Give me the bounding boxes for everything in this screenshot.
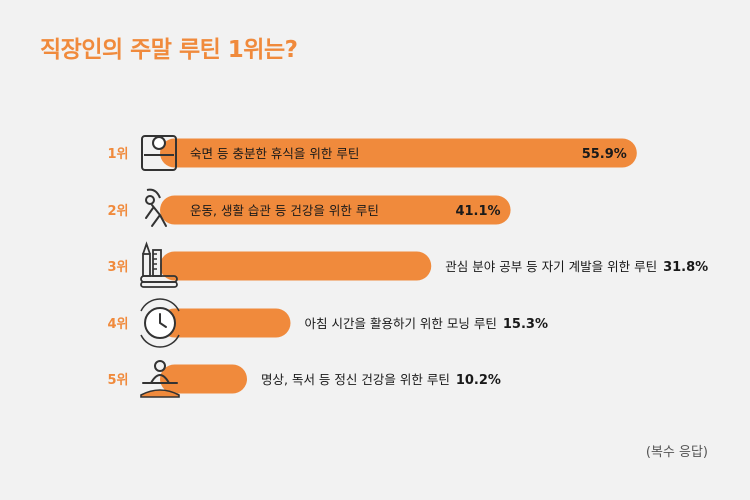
meditation-icon [140, 360, 180, 398]
rank-label-4: 4위 [107, 317, 128, 332]
bar-4 [160, 308, 291, 338]
value-label-3: 31.8% [663, 260, 708, 275]
clock-icon [140, 298, 180, 348]
rank-label-2: 2위 [107, 204, 128, 219]
stretching-person-icon [145, 188, 167, 227]
value-label-4: 15.3% [503, 317, 548, 332]
category-label-1: 숙면 등 충분한 휴식을 위한 루틴 [190, 146, 359, 161]
category-label-2: 운동, 생활 습관 등 건강을 위한 루틴 [190, 203, 379, 218]
rank-label-5: 5위 [107, 373, 128, 388]
category-label-5: 명상, 독서 등 정신 건강을 위한 루틴 [261, 372, 450, 387]
value-label-2: 41.1% [455, 204, 500, 219]
bar-3 [160, 251, 432, 281]
rank-label-1: 1위 [107, 147, 128, 162]
category-label-4: 아침 시간을 활용하기 위한 모닝 루틴 [305, 316, 497, 331]
value-label-1: 55.9% [582, 147, 627, 162]
value-label-5: 10.2% [456, 373, 501, 388]
chart-title: 직장인의 주말 루틴 1위는? [40, 37, 298, 63]
bar-5 [160, 364, 248, 394]
bed-icon [141, 135, 177, 171]
bar-2 [160, 195, 511, 225]
rank-label-3: 3위 [107, 260, 128, 275]
multiple-response-note: (복수 응답) [645, 445, 708, 460]
bar-1 [160, 138, 637, 168]
category-label-3: 관심 분야 공부 등 자기 계발을 위한 루틴 [445, 259, 657, 274]
ruler-pencil-books-icon [140, 241, 178, 288]
